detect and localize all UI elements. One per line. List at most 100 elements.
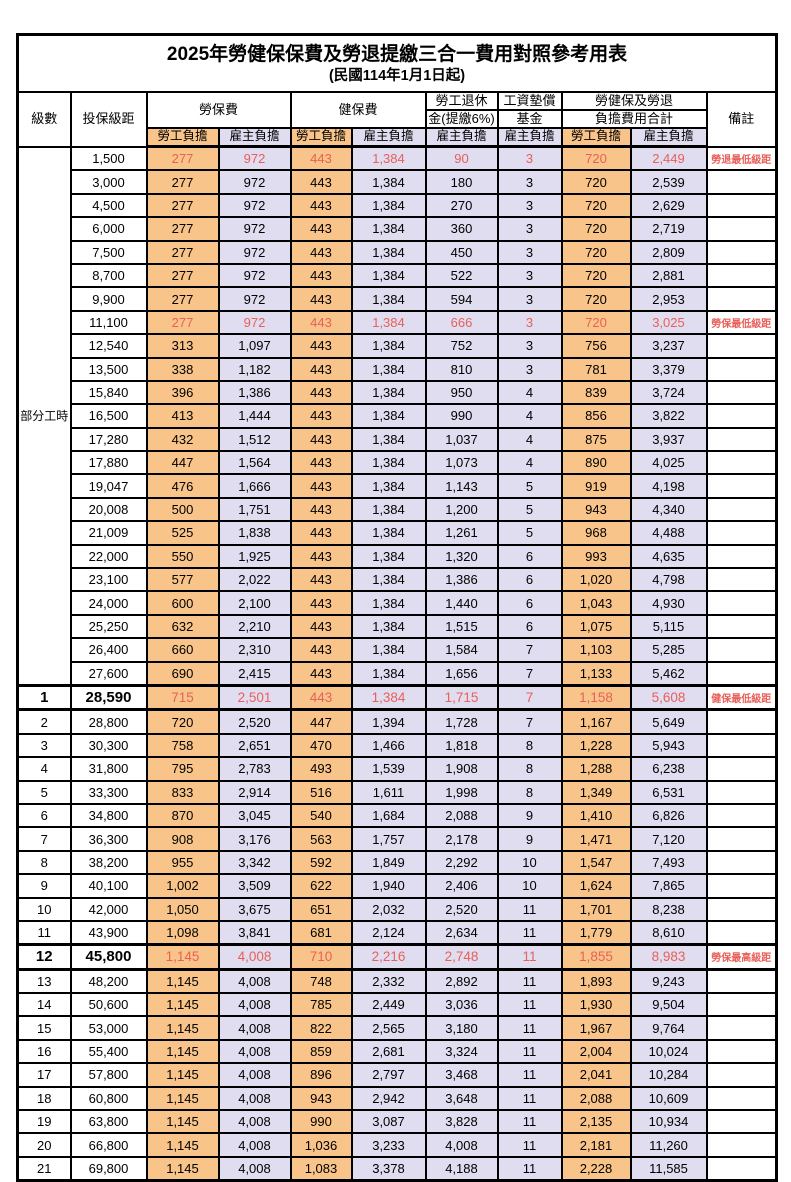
value-cell: 7 xyxy=(496,637,563,663)
note-cell xyxy=(705,286,778,312)
value-cell: 3,025 xyxy=(629,309,708,336)
value-cell: 2,953 xyxy=(629,286,708,312)
note-cell xyxy=(705,992,778,1018)
value-cell: 856 xyxy=(560,403,632,429)
value-cell: 522 xyxy=(424,262,499,289)
value-cell: 1,779 xyxy=(560,919,632,946)
value-cell: 563 xyxy=(289,826,353,852)
note-cell xyxy=(705,473,778,499)
value-cell: 5,462 xyxy=(629,660,708,687)
bracket-cell: 53,000 xyxy=(69,1015,148,1041)
value-cell: 1,855 xyxy=(560,943,632,971)
value-cell: 443 xyxy=(289,239,353,265)
value-cell: 3,841 xyxy=(217,919,292,946)
level-cell: 2 xyxy=(16,708,72,735)
header-pension-line1: 勞工退休 xyxy=(424,91,499,111)
value-cell: 2,520 xyxy=(217,708,292,735)
value-cell: 1,849 xyxy=(350,849,427,876)
value-cell: 720 xyxy=(145,708,220,735)
value-cell: 622 xyxy=(289,873,353,899)
note-cell xyxy=(705,426,778,453)
value-cell: 1,384 xyxy=(350,262,427,289)
value-cell: 493 xyxy=(289,756,353,782)
table-row: 12,540 313 1,097 443 1,384 752 3 756 3,237 xyxy=(18,333,778,359)
note-cell xyxy=(705,216,778,242)
value-cell: 1,930 xyxy=(560,992,632,1018)
value-cell: 1,394 xyxy=(350,708,427,735)
value-cell: 1,584 xyxy=(424,637,499,663)
value-cell: 6,531 xyxy=(629,779,708,805)
value-cell: 1,145 xyxy=(145,1038,220,1065)
value-cell: 2,178 xyxy=(424,826,499,852)
value-cell: 2,124 xyxy=(350,919,427,946)
value-cell: 1,384 xyxy=(350,333,427,359)
table-row: 9 40,100 1,002 3,509 622 1,940 2,406 10 1,624 7,8… xyxy=(16,873,778,899)
value-cell: 6,826 xyxy=(629,802,708,829)
note-cell xyxy=(705,590,778,616)
table-row: 23,100 577 2,022 443 1,384 1,386 6 1,020 4,798 xyxy=(18,567,778,593)
value-cell: 1,384 xyxy=(350,637,427,663)
value-cell: 2,501 xyxy=(217,683,292,712)
table-row: 18 60,800 1,145 4,008 943 2,942 3,648 11 2,088 10… xyxy=(16,1085,778,1112)
value-cell: 4,008 xyxy=(217,1038,292,1065)
value-cell: 2,520 xyxy=(424,896,499,922)
table-row: 4 31,800 795 2,783 493 1,539 1,908 8 1,288 6,238 xyxy=(16,756,778,782)
bracket-cell: 8,700 xyxy=(69,262,148,289)
bracket-cell: 11,100 xyxy=(69,309,148,336)
table-row: 9,900 277 972 443 1,384 594 3 720 2,953 xyxy=(18,286,778,312)
value-cell: 5 xyxy=(496,473,563,499)
table-row: 21,009 525 1,838 443 1,384 1,261 5 968 4,488 xyxy=(18,520,778,546)
value-cell: 1,020 xyxy=(560,567,632,593)
value-cell: 10,024 xyxy=(629,1038,708,1065)
value-cell: 632 xyxy=(145,613,220,640)
value-cell: 443 xyxy=(289,660,353,687)
note-cell xyxy=(705,356,778,382)
value-cell: 5 xyxy=(496,496,563,523)
value-cell: 972 xyxy=(217,192,292,219)
value-cell: 443 xyxy=(289,450,353,476)
value-cell: 2,228 xyxy=(560,1155,632,1182)
value-cell: 1,036 xyxy=(289,1132,353,1158)
value-cell: 1,228 xyxy=(560,732,632,759)
value-cell: 9 xyxy=(496,802,563,829)
value-cell: 1,103 xyxy=(560,637,632,663)
value-cell: 2,406 xyxy=(424,873,499,899)
value-cell: 5,649 xyxy=(629,708,708,735)
value-cell: 908 xyxy=(145,826,220,852)
value-cell: 822 xyxy=(289,1015,353,1041)
value-cell: 3 xyxy=(496,309,563,336)
value-cell: 4,635 xyxy=(629,543,708,570)
value-cell: 2,783 xyxy=(217,756,292,782)
value-cell: 443 xyxy=(289,496,353,523)
value-cell: 277 xyxy=(145,145,220,172)
note-cell xyxy=(705,333,778,359)
value-cell: 11 xyxy=(496,1038,563,1065)
bracket-cell: 1,500 xyxy=(69,145,148,172)
value-cell: 3 xyxy=(496,356,563,382)
note-cell xyxy=(705,826,778,852)
level-cell: 10 xyxy=(16,896,72,922)
value-cell: 666 xyxy=(424,309,499,336)
table-row: 19 63,800 1,145 4,008 990 3,087 3,828 11 2,135 10… xyxy=(16,1108,778,1135)
bracket-cell: 3,000 xyxy=(69,169,148,195)
value-cell: 3,509 xyxy=(217,873,292,899)
bracket-cell: 31,800 xyxy=(69,756,148,782)
header-total-line1: 勞健保及勞退 xyxy=(560,91,708,111)
value-cell: 277 xyxy=(145,286,220,312)
value-cell: 2,449 xyxy=(629,145,708,172)
value-cell: 277 xyxy=(145,192,220,219)
value-cell: 3 xyxy=(496,286,563,312)
table-row: 20,008 500 1,751 443 1,384 1,200 5 943 4,340 xyxy=(18,496,778,523)
level-cell: 7 xyxy=(16,826,72,852)
value-cell: 277 xyxy=(145,309,220,336)
value-cell: 443 xyxy=(289,216,353,242)
value-cell: 1,564 xyxy=(217,450,292,476)
value-cell: 1,384 xyxy=(350,145,427,172)
value-cell: 447 xyxy=(145,450,220,476)
value-cell: 690 xyxy=(145,660,220,687)
value-cell: 1,515 xyxy=(424,613,499,640)
value-cell: 443 xyxy=(289,403,353,429)
value-cell: 4,008 xyxy=(217,943,292,971)
value-cell: 1,145 xyxy=(145,992,220,1018)
value-cell: 1,384 xyxy=(350,239,427,265)
